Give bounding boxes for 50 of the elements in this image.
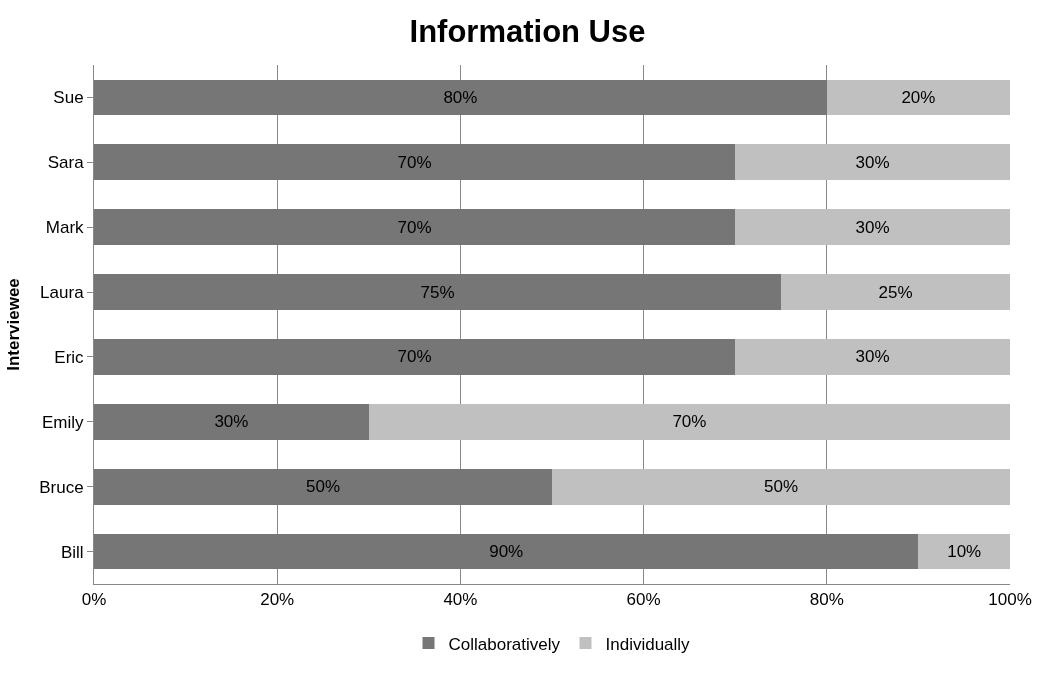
data-label: 20%	[901, 87, 936, 107]
data-label: 75%	[420, 282, 455, 302]
bar	[735, 209, 1010, 246]
bar	[94, 533, 919, 570]
bar	[826, 79, 1010, 116]
x-tick-label: 0%	[81, 590, 107, 610]
legend-label: Individually	[605, 634, 691, 654]
legend-label: Collaboratively	[448, 634, 561, 654]
bar	[918, 533, 1010, 570]
bar	[94, 274, 781, 310]
x-tick-label: 20%	[260, 590, 295, 610]
y-tick-label: Sue	[53, 88, 84, 108]
x-tick-label: 100%	[988, 590, 1032, 610]
bar	[368, 403, 1010, 440]
y-tick-label: Laura	[40, 283, 85, 303]
y-axis-title: Interviewee	[3, 278, 23, 371]
bar	[94, 339, 736, 375]
y-tick-label: Sara	[47, 153, 85, 173]
y-tick-label: Bill	[60, 542, 84, 562]
data-label: 80%	[443, 87, 478, 107]
data-label: 25%	[878, 282, 913, 302]
x-tick-label: 80%	[809, 590, 844, 610]
data-label: 70%	[672, 412, 707, 432]
bar	[735, 339, 1010, 375]
data-label: 30%	[855, 217, 890, 237]
bar	[735, 144, 1010, 181]
data-label: 70%	[397, 347, 432, 367]
data-label: 50%	[763, 477, 799, 497]
x-tick-label: 40%	[443, 590, 478, 610]
y-tick-label: Mark	[45, 218, 85, 238]
bar	[781, 274, 1010, 310]
bar	[94, 79, 827, 116]
bar	[552, 468, 1010, 505]
data-label: 30%	[855, 347, 890, 367]
data-label: 70%	[397, 152, 432, 172]
y-tick-label: Bruce	[39, 477, 84, 497]
y-tick-label: Eric	[54, 347, 85, 367]
bar	[94, 209, 736, 246]
x-tick-label: 60%	[626, 590, 661, 610]
bar	[94, 468, 552, 505]
bar	[94, 144, 736, 181]
bar	[94, 403, 369, 440]
data-label: 50%	[305, 477, 341, 497]
y-tick-label: Emily	[42, 412, 85, 432]
data-label: 10%	[947, 542, 982, 562]
data-label: 30%	[855, 152, 890, 172]
data-label: 70%	[397, 217, 432, 237]
data-label: 90%	[489, 542, 524, 562]
chart-title: Information Use	[409, 13, 646, 49]
data-label: 30%	[214, 412, 249, 432]
